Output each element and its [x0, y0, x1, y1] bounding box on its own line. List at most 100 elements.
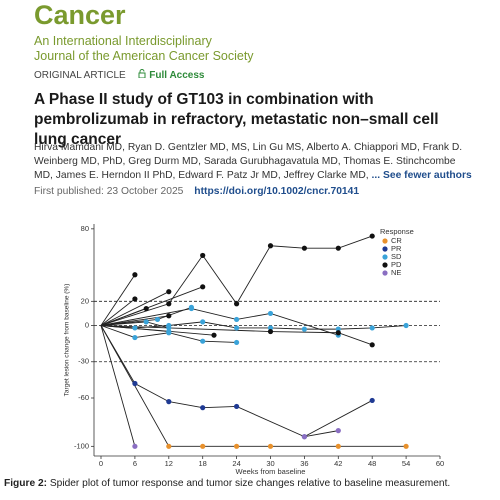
access-badge: Full Access [138, 69, 205, 81]
author[interactable]: James E. Herndon II PhD [56, 170, 176, 181]
data-point [132, 443, 138, 449]
x-axis-title: Weeks from baseline [236, 467, 306, 476]
doi-link[interactable]: https://doi.org/10.1002/cncr.70141 [194, 186, 360, 197]
data-point [132, 272, 138, 278]
data-point [166, 301, 172, 307]
patient-line [304, 430, 339, 438]
article-meta: ORIGINAL ARTICLE Full Access [34, 69, 204, 81]
published-label: First published: [34, 186, 104, 197]
x-tick-label: 60 [436, 459, 444, 468]
x-tick-label: 24 [232, 459, 240, 468]
data-point [234, 316, 240, 323]
legend-label: SD [391, 252, 402, 261]
figure-label: Figure 2: [4, 478, 48, 489]
data-point [200, 443, 206, 449]
x-tick-label: 0 [99, 459, 103, 468]
patient-line [100, 291, 170, 326]
data-point [234, 403, 240, 410]
data-point [335, 245, 341, 251]
legend-swatch [382, 254, 388, 260]
x-tick-label: 36 [300, 459, 308, 468]
y-tick-label: 80 [81, 224, 89, 233]
legend-swatch [382, 246, 388, 252]
journal-subtitle: An International Interdisciplinary Journ… [34, 34, 254, 64]
data-point [234, 443, 240, 449]
data-point [335, 330, 341, 336]
caption-text: Spider plot of tumor response and tumor … [49, 478, 451, 489]
patient-line [100, 325, 407, 447]
article-type: ORIGINAL ARTICLE [34, 70, 126, 81]
author[interactable]: Jeffrey Clarke MD [284, 170, 369, 181]
data-point [200, 405, 206, 411]
x-tick-label: 30 [266, 459, 274, 468]
author[interactable]: Edward F. Patz Jr MD [178, 170, 280, 181]
data-point [132, 380, 138, 387]
x-tick-label: 6 [133, 459, 137, 468]
legend-label: PD [391, 260, 402, 269]
legend-swatch [382, 262, 388, 268]
data-point [335, 326, 341, 332]
authors-toggle[interactable]: ... See fewer authors [371, 170, 472, 181]
data-point [403, 322, 409, 329]
author[interactable]: Hirva Mamdani MD [34, 142, 125, 153]
data-point [234, 339, 240, 346]
patient-line [100, 325, 373, 346]
publication-info: First published: 23 October 2025 https:/… [34, 186, 359, 197]
legend-swatch [382, 238, 388, 244]
data-point [267, 325, 274, 331]
lock-icon [138, 69, 146, 79]
data-point [143, 319, 149, 325]
data-point [267, 328, 274, 335]
legend-label: NE [391, 268, 401, 277]
data-point [200, 284, 206, 290]
author[interactable]: Alberto A. Chiappori MD [306, 142, 419, 153]
data-point [301, 326, 307, 332]
data-point [132, 296, 138, 302]
data-point [211, 332, 217, 338]
legend-label: CR [391, 236, 402, 245]
data-point [234, 325, 240, 331]
y-tick-label: -30 [78, 357, 89, 366]
y-axis-title: Target lesion change from baseline (%) [64, 284, 71, 397]
data-point [143, 305, 149, 312]
data-point [403, 443, 409, 449]
y-tick-label: -100 [74, 441, 89, 450]
author[interactable]: Ryan D. Gentzler MD, MS [128, 142, 250, 153]
data-point [166, 443, 172, 449]
y-tick-label: -60 [78, 393, 89, 402]
patient-line [100, 325, 136, 447]
x-tick-label: 48 [368, 459, 376, 468]
patient-line [100, 298, 136, 326]
patient-line [100, 325, 215, 336]
data-point [301, 245, 307, 251]
data-point [200, 319, 206, 325]
subtitle-line: Journal of the American Cancer Society [34, 49, 254, 63]
subtitle-line: An International Interdisciplinary [34, 34, 212, 48]
y-tick-label: 20 [81, 296, 89, 305]
data-point [188, 304, 194, 310]
data-point [166, 289, 172, 295]
data-point [166, 399, 172, 405]
patient-line [100, 274, 136, 326]
figure-caption: Figure 2: Spider plot of tumor response … [4, 478, 450, 489]
author[interactable]: Greg Durm MD [128, 156, 201, 167]
author[interactable]: Lin Gu MS [253, 142, 305, 153]
data-point [267, 443, 274, 449]
chart: -100 -60 -30 0 20 80 0 6 12 18 24 30 36 42 48 54 60 Weeks… [64, 224, 444, 476]
author-list: Hirva Mamdani MD Ryan D. Gentzler MD, MS… [34, 141, 474, 183]
journal-name[interactable]: Cancer [34, 0, 126, 30]
data-point [166, 325, 172, 331]
x-tick-label: 54 [402, 459, 410, 468]
data-point [301, 434, 307, 440]
access-text: Full Access [149, 70, 205, 81]
data-point [335, 443, 341, 449]
patient-line [100, 321, 407, 330]
published-date: 23 October 2025 [106, 186, 184, 197]
author[interactable]: Sarada Gurubhagavatula MD [204, 156, 341, 167]
legend-swatch [382, 270, 388, 276]
data-point [200, 252, 206, 259]
data-point [166, 328, 172, 335]
data-point [369, 233, 375, 239]
data-point [369, 397, 375, 404]
